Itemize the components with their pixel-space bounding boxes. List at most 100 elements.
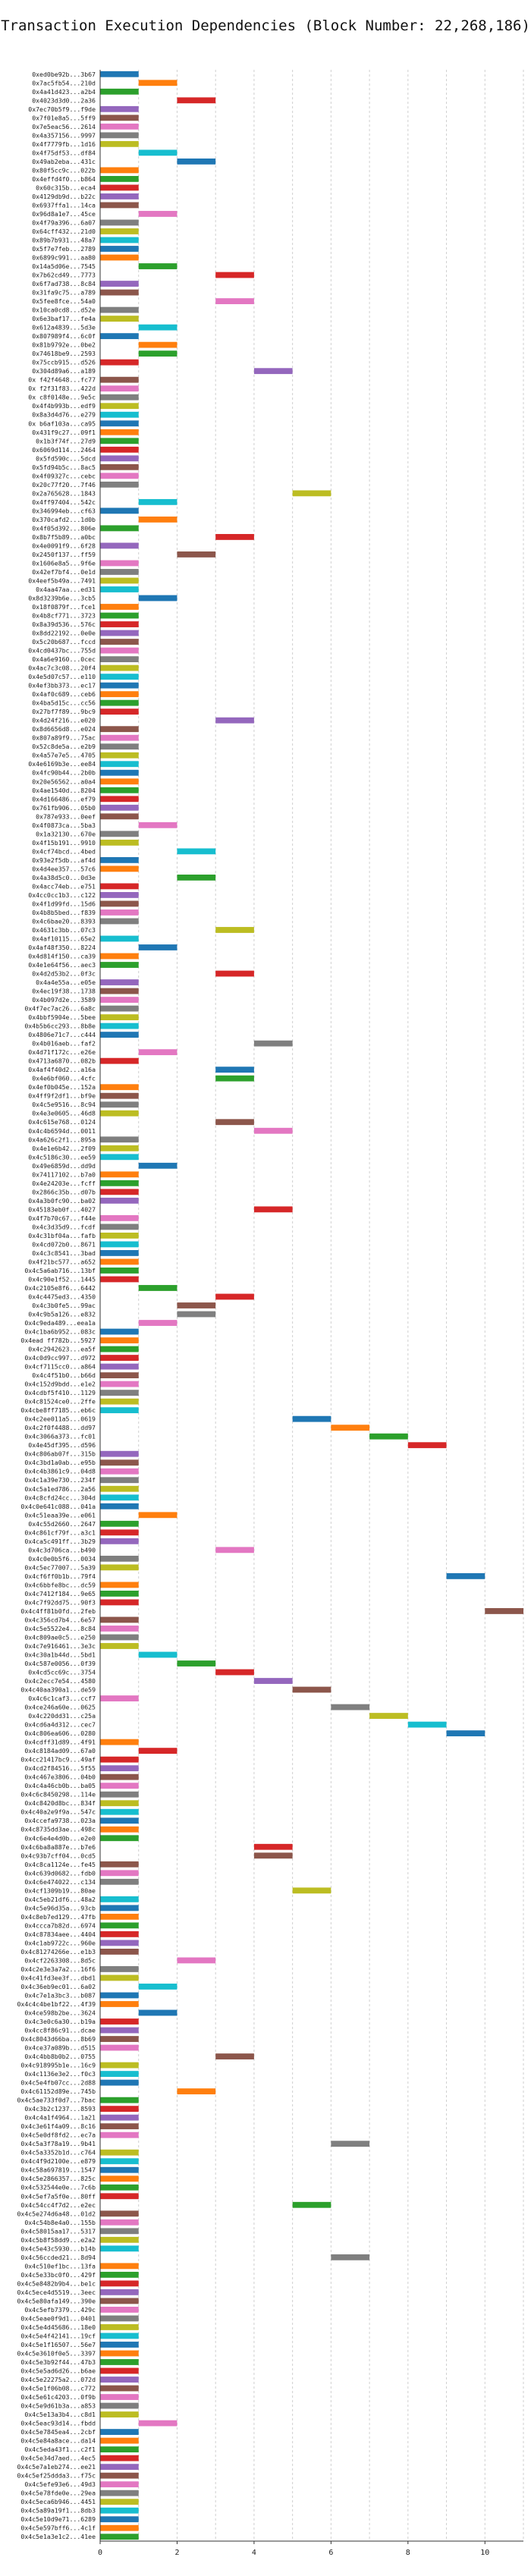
bar: [292, 2201, 331, 2208]
y-tick-label: 0x1b3f74f...27d9: [36, 437, 96, 445]
bar: [100, 1268, 139, 1274]
y-tick-label: 0x4c40a2e9f9a...547c: [20, 1808, 96, 1816]
y-tick-label: 0x4cf2263308...8d5c: [24, 1956, 96, 1964]
y-tick-label: 0x4c5e96d35a...93cb: [24, 1904, 96, 1912]
y-tick-label: 0x49ab2eba...431c: [32, 158, 96, 165]
bar: [100, 2219, 139, 2226]
y-tick-label: 0x42ef7bf4...0e1d: [32, 568, 96, 576]
y-tick-label: 0x4c5b8f58dd9...e2a2: [20, 2236, 96, 2244]
y-tick-label: 0x4c6ba8a887e...b7e6: [20, 1843, 96, 1851]
y-tick-label: 0x4c9eda489...eea1a: [24, 1319, 96, 1327]
bar: [100, 2018, 139, 2025]
y-tick-label: 0x4ccefa9738...023a: [24, 1817, 96, 1824]
bar: [100, 2481, 139, 2488]
y-tick-label: 0x4c0e0b5f6...0034: [28, 1555, 96, 1563]
y-tick-label: 0x4cdff31d89...4f91: [24, 1739, 96, 1746]
y-tick-label: 0x4c5e4d45686...18e0: [20, 2323, 96, 2331]
y-tick-label: 0x4c8043d66ba...8b69: [20, 2035, 96, 2043]
bar: [292, 1887, 331, 1894]
bar: [215, 2053, 254, 2059]
bar: [138, 516, 178, 523]
y-tick-label: 0x4a57e7e5...4705: [32, 752, 96, 759]
y-tick-label: 0x4af48f350...8224: [28, 944, 96, 951]
bar: [100, 2385, 139, 2392]
y-tick-label: 0x4c6bae20...8393: [32, 917, 96, 925]
bar: [100, 839, 139, 846]
bar: [100, 1232, 139, 1239]
y-tick-label: 0x6937ffa1...14ca: [32, 201, 96, 209]
bar: [369, 1713, 408, 1719]
bar: [100, 411, 139, 418]
bar: [100, 1101, 139, 1108]
bar: [100, 1390, 139, 1396]
bar: [100, 1485, 139, 1492]
bar: [100, 1398, 139, 1405]
bar: [100, 1643, 139, 1649]
y-tick-label: 0x4c220dd31...c25a: [28, 1712, 96, 1720]
bar: [215, 298, 254, 304]
y-tick-label: 0x4c5ef25ddda3...f75c: [17, 2472, 96, 2480]
bar: [100, 1224, 139, 1230]
y-tick-label: 0x4b097d2e...3589: [32, 996, 96, 1004]
bar: [215, 1293, 254, 1300]
y-tick-label: 0x4cd6a4d312...cec7: [24, 1721, 96, 1729]
bar: [100, 2001, 139, 2007]
bar: [100, 1974, 139, 1981]
bar: [100, 1363, 139, 1370]
y-tick-label: 0x4c4c4be1bf22...4f39: [17, 2000, 96, 2008]
bar: [100, 979, 139, 985]
bar: [100, 1503, 139, 1509]
y-tick-label: 0x4c3e61f4a09...8c16: [20, 2122, 96, 2130]
bar: [138, 1651, 178, 1658]
y-tick-label: 0x4e45df395...d596: [28, 1441, 96, 1449]
y-tick-label: 0x4c5e80afa149...390e: [17, 2297, 96, 2304]
bar: [100, 909, 139, 916]
bar: [100, 2524, 139, 2531]
y-tick-label: 0x4c8420d8bc...834f: [24, 1799, 96, 1807]
y-tick-label: 0x4c3b2c1237...8593: [24, 2105, 96, 2113]
y-tick-label: 0x4c8ca1124e...fe45: [24, 1861, 96, 1868]
y-tick-label: 0x4a626c2f1...895a: [28, 1136, 96, 1143]
y-tick-label: 0x4023d3d0...2a36: [32, 96, 96, 104]
bar: [100, 1057, 139, 1064]
y-tick-label: 0x4c2f0f4488...dd97: [24, 1424, 96, 1431]
y-tick-label: 0x4c5a1ed786...2a56: [24, 1485, 96, 1493]
bar: [100, 831, 139, 837]
y-tick-label: 0x4c54cc4f7d2...e2ec: [20, 2201, 96, 2209]
bar: [100, 1922, 139, 1929]
y-tick-label: 0x4c5e1f16507...56e7: [20, 2341, 96, 2348]
bar: [100, 892, 139, 898]
y-tick-label: 0x4c7412f184...9e65: [24, 1590, 96, 1597]
y-tick-label: 0x4c8cfd24cc...304d: [24, 1494, 96, 1501]
bar: [100, 1171, 139, 1178]
y-tick-label: 0x4af4f40d2...a16a: [28, 1066, 96, 1073]
bar: [100, 2516, 139, 2523]
y-tick-label: 0x18f0879f...fce1: [32, 603, 96, 611]
y-tick-label: 0x4c467e3806...04b0: [24, 1773, 96, 1781]
y-tick-label: 0x f42f4648...fc77: [28, 376, 96, 384]
bar: [100, 1241, 139, 1248]
bar: [100, 132, 139, 139]
y-tick-label: 0x4c587e0056...0f39: [24, 1660, 96, 1667]
bar: [100, 2263, 139, 2270]
y-tick-label: 0x7e5eac56...2614: [32, 123, 96, 130]
bar: [100, 254, 139, 261]
bar: [100, 1189, 139, 1195]
y-tick-label: 0x4cc0cc1b3...c122: [28, 891, 96, 899]
y-tick-label: 0x c8f0148e...9e5c: [28, 394, 96, 401]
bar: [100, 752, 139, 759]
bar: [100, 2534, 139, 2540]
y-tick-label: 0x4c4b6594d...0011: [28, 1127, 96, 1135]
bar: [100, 2106, 139, 2113]
bar: [100, 403, 139, 410]
y-tick-label: 0x4c5e8482b9b4...be1c: [17, 2279, 96, 2287]
bar: [100, 1520, 139, 1527]
y-tick-label: 0x4cd072b0...8671: [32, 1240, 96, 1248]
bar: [100, 1582, 139, 1588]
bar: [100, 699, 139, 706]
y-tick-label: 0x8a39d536...576c: [32, 620, 96, 628]
y-tick-label: 0x5fee8fce...54a0: [32, 297, 96, 305]
bar: [100, 455, 139, 462]
y-tick-label: 0x4c4475ed3...4350: [28, 1293, 96, 1300]
y-tick-label: 0x4c51eaa39e...e061: [24, 1511, 96, 1519]
